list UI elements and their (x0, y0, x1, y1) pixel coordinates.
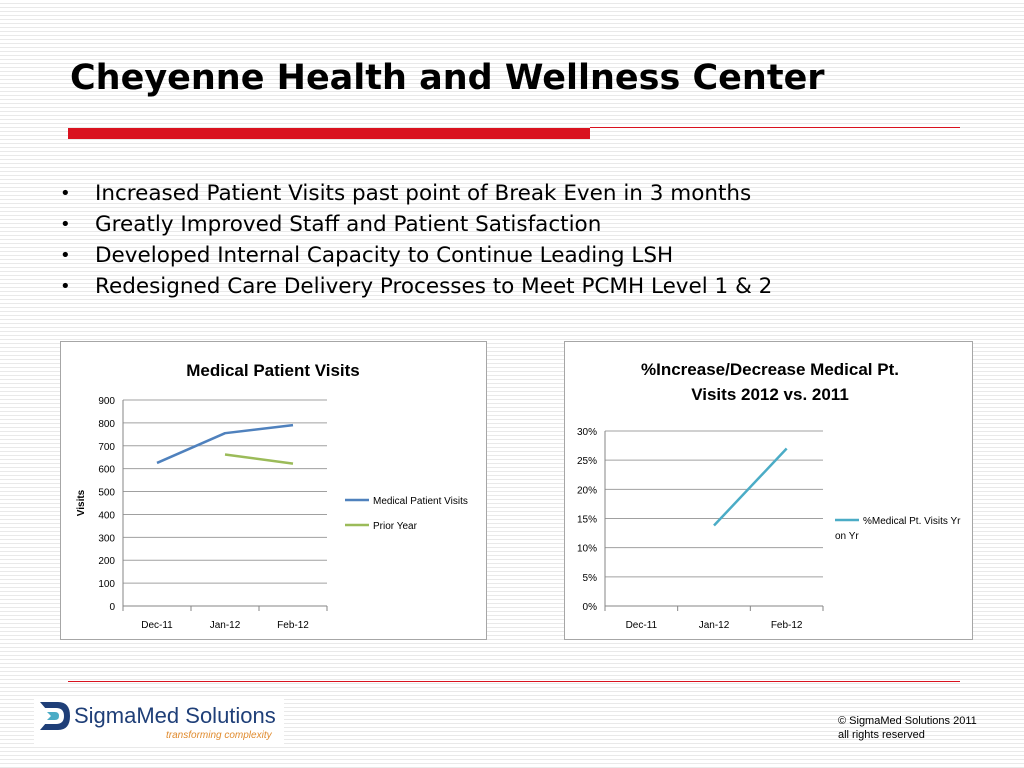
percent-change-chart: %Increase/Decrease Medical Pt. Visits 201… (564, 341, 973, 640)
logo-tagline: transforming complexity (166, 730, 272, 741)
x-tick-label: Feb-12 (771, 620, 803, 631)
legend-label: Medical Patient Visits (373, 496, 468, 507)
y-tick-label: 700 (98, 442, 115, 453)
y-tick-label: 5% (583, 573, 598, 584)
series-line (156, 423, 294, 465)
bullet-item: Greatly Improved Staff and Patient Satis… (58, 209, 772, 240)
y-tick-label: 800 (98, 419, 115, 430)
x-tick-label: Jan-12 (210, 620, 241, 631)
x-tick-label: Feb-12 (277, 620, 309, 631)
title-underline-thick (68, 128, 590, 139)
x-tick-label: Dec-11 (626, 620, 658, 631)
bullet-list: Increased Patient Visits past point of B… (58, 178, 772, 302)
chart-title: Visits 2012 vs. 2011 (691, 385, 849, 404)
y-tick-label: 500 (98, 488, 115, 499)
y-tick-label: 400 (98, 510, 115, 521)
y-tick-label: 200 (98, 556, 115, 567)
y-tick-label: 300 (98, 533, 115, 544)
sigmamed-logo-icon (40, 702, 70, 730)
bullet-item: Increased Patient Visits past point of B… (58, 178, 772, 209)
y-tick-label: 10% (577, 544, 597, 555)
chart-title: Medical Patient Visits (186, 361, 360, 380)
footer-divider (68, 681, 960, 682)
y-axis-label: Visits (76, 489, 87, 516)
percent-change-chart-svg: %Increase/Decrease Medical Pt. Visits 201… (577, 360, 961, 631)
x-tick-label: Jan-12 (699, 620, 730, 631)
chart-title: %Increase/Decrease Medical Pt. (641, 360, 899, 379)
copyright-line: all rights reserved (838, 729, 925, 741)
y-tick-label: 600 (98, 465, 115, 476)
medical-visits-chart-svg: Medical Patient Visits 0 100 200 300 400 500 60… (76, 361, 468, 631)
title-underline-thin (590, 127, 960, 128)
y-tick-label: 100 (98, 579, 115, 590)
y-tick-label: 0% (583, 602, 598, 613)
legend-label: Prior Year (373, 521, 418, 532)
y-tick-label: 900 (98, 396, 115, 407)
series-line (224, 453, 294, 465)
logo-name: SigmaMed Solutions (74, 703, 276, 728)
y-tick-label: 0 (109, 602, 115, 613)
y-tick-label: 25% (577, 456, 597, 467)
y-tick-label: 30% (577, 427, 597, 438)
y-tick-label: 20% (577, 485, 597, 496)
x-tick-label: Dec-11 (141, 620, 173, 631)
legend-label: %Medical Pt. Visits Yr on Yr (835, 516, 961, 542)
copyright-notice: © SigmaMed Solutions 2011 all rights res… (838, 714, 977, 742)
copyright-line: © SigmaMed Solutions 2011 (838, 715, 977, 727)
medical-visits-chart: Medical Patient Visits 0 100 200 300 400 500 60… (60, 341, 487, 640)
series-line (713, 447, 788, 527)
bullet-item: Redesigned Care Delivery Processes to Me… (58, 271, 772, 302)
sigmamed-logo: SigmaMed Solutions transforming complexi… (34, 698, 284, 746)
bullet-item: Developed Internal Capacity to Continue … (58, 240, 772, 271)
y-tick-label: 15% (577, 515, 597, 526)
slide-title: Cheyenne Health and Wellness Center (70, 58, 825, 98)
